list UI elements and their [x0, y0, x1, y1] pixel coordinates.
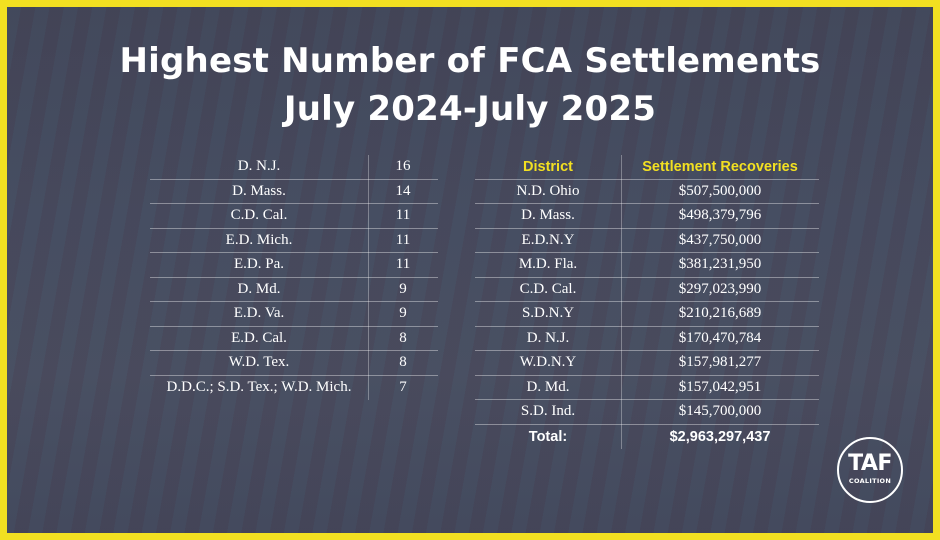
table-header-row: District Settlement Recoveries: [475, 155, 819, 180]
table-row: S.D. Ind. $145,700,000: [475, 400, 819, 425]
amount-cell: $157,981,277: [678, 354, 762, 371]
district-cell: C.D. Cal.: [519, 280, 577, 297]
amount-cell: $145,700,000: [678, 403, 762, 420]
amount-cell: $507,500,000: [678, 182, 762, 199]
table-row: S.D.N.Y $210,216,689: [475, 302, 819, 327]
recoveries-header: Settlement Recoveries: [642, 158, 798, 175]
district-cell: M.D. Fla.: [518, 256, 578, 273]
district-cell: E.D. Mich.: [225, 231, 293, 248]
district-cell: W.D. Tex.: [228, 354, 290, 371]
count-cell: 11: [395, 231, 411, 248]
column-divider: [368, 155, 369, 400]
district-cell: D. Md.: [526, 378, 570, 395]
table-row: N.D. Ohio $507,500,000: [475, 180, 819, 204]
table-row: D.D.C.; S.D. Tex.; W.D. Mich. 7: [150, 376, 438, 401]
column-divider: [621, 155, 622, 449]
table-row: E.D. Cal. 8: [150, 327, 438, 351]
table-row: M.D. Fla. $381,231,950: [475, 253, 819, 278]
table-row: W.D. Tex. 8: [150, 351, 438, 376]
content-panel: Highest Number of FCA Settlements July 2…: [7, 7, 933, 533]
amount-cell: $381,231,950: [678, 256, 762, 273]
district-cell: N.D. Ohio: [516, 182, 580, 199]
count-cell: 8: [399, 329, 407, 346]
district-header: District: [523, 158, 573, 175]
logo-subtext: COALITION: [848, 477, 892, 485]
table-row: C.D. Cal. 11: [150, 204, 438, 229]
district-cell: C.D. Cal.: [230, 207, 288, 224]
district-cell: D. N.J.: [237, 158, 281, 175]
amount-cell: $437,750,000: [678, 231, 762, 248]
count-cell: 7: [399, 379, 407, 396]
table-row: D. N.J. $170,470,784: [475, 327, 819, 351]
table-row: C.D. Cal. $297,023,990: [475, 278, 819, 302]
logo-text: TAF: [848, 451, 892, 476]
district-cell: D. Mass.: [232, 182, 286, 199]
table-row: W.D.N.Y $157,981,277: [475, 351, 819, 376]
title-line-1: Highest Number of FCA Settlements: [119, 41, 821, 81]
table-row: E.D. Pa. 11: [150, 253, 438, 278]
district-cell: S.D. Ind.: [520, 403, 576, 420]
district-cell: S.D.N.Y: [521, 305, 575, 322]
district-cell: D. Mass.: [521, 207, 575, 224]
district-cell: E.D. Pa.: [234, 256, 284, 273]
table-row: E.D. Va. 9: [150, 302, 438, 327]
table-row: E.D. Mich. 11: [150, 229, 438, 253]
district-cell: E.D. Va.: [233, 305, 285, 322]
district-cell: E.D. Cal.: [231, 329, 287, 346]
settlement-count-table: D. N.J. 16 D. Mass. 14 C.D. Cal. 11 E.D.…: [150, 155, 438, 400]
total-amount: $2,963,297,437: [669, 428, 771, 445]
district-cell: D. N.J.: [526, 329, 570, 346]
taf-coalition-logo: TAF COALITION: [837, 437, 903, 503]
page-title: Highest Number of FCA Settlements July 2…: [7, 37, 933, 133]
title-line-2: July 2024-July 2025: [283, 89, 657, 129]
table-row: D. Mass. $498,379,796: [475, 204, 819, 229]
count-cell: 11: [395, 207, 411, 224]
table-row: D. Md. $157,042,951: [475, 376, 819, 400]
total-label: Total:: [528, 428, 568, 445]
table-row: D. Mass. 14: [150, 180, 438, 204]
count-cell: 9: [399, 305, 407, 322]
settlement-recoveries-table: District Settlement Recoveries N.D. Ohio…: [475, 155, 819, 449]
amount-cell: $297,023,990: [678, 280, 762, 297]
count-cell: 11: [395, 256, 411, 273]
table-row: E.D.N.Y $437,750,000: [475, 229, 819, 253]
amount-cell: $498,379,796: [678, 207, 762, 224]
district-cell: D. Md.: [237, 280, 281, 297]
count-cell: 9: [399, 280, 407, 297]
count-cell: 8: [399, 354, 407, 371]
count-cell: 16: [395, 158, 411, 175]
table-row: D. Md. 9: [150, 278, 438, 302]
table-total-row: Total: $2,963,297,437: [475, 425, 819, 450]
district-cell: E.D.N.Y: [521, 231, 575, 248]
amount-cell: $157,042,951: [678, 378, 762, 395]
district-cell: D.D.C.; S.D. Tex.; W.D. Mich.: [166, 379, 352, 396]
table-row: D. N.J. 16: [150, 155, 438, 180]
district-cell: W.D.N.Y: [519, 354, 577, 371]
count-cell: 14: [395, 182, 411, 199]
amount-cell: $210,216,689: [678, 305, 762, 322]
amount-cell: $170,470,784: [678, 329, 762, 346]
